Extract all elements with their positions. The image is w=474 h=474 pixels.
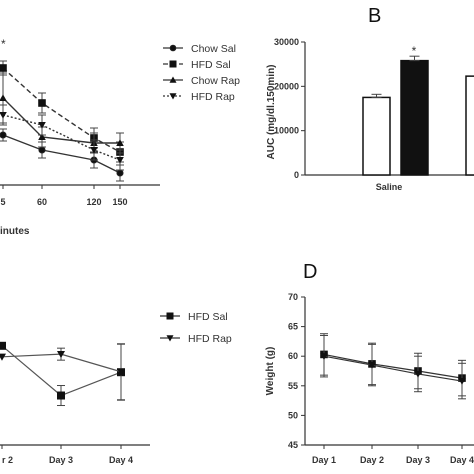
panel-a: * inutes 5 60 120 150 Chow Sal HFD Sal Chow Ra… <box>0 37 240 237</box>
panel-a-series-line <box>2 97 120 144</box>
panel-c-point <box>57 350 65 359</box>
panel-c-legend-entry-label: HFD Rap <box>188 333 232 345</box>
panel-c-point <box>0 341 6 350</box>
panel-c-x-tick-label: Day 4 <box>109 455 133 465</box>
panel-b-error-bar <box>409 55 420 62</box>
panel-b-y-axis-label: AUC (mg/dl.150min) <box>266 64 277 159</box>
panel-a-legend-entry: HFD Sal <box>163 59 231 71</box>
panel-a-point <box>116 169 124 177</box>
panel-b-y-tick-label: 0 <box>294 170 299 180</box>
panel-a-point <box>116 156 124 164</box>
panel-a-x-tick-label: 120 <box>86 197 101 207</box>
panel-b-category-label: Saline <box>376 182 403 192</box>
panel-b-y-tick-label: 20000 <box>274 81 299 91</box>
panel-c-legend-entry: HFD Sal <box>160 311 228 323</box>
panel-b-y-tick-label: 30000 <box>274 37 299 47</box>
panel-d-point <box>320 353 328 360</box>
panel-d-series-line <box>323 353 463 379</box>
panel-a-x-tick-label: 60 <box>37 197 47 207</box>
panel-b: B AUC (mg/dl.150min) Saline * 0 10000 2000… <box>266 5 474 192</box>
panel-a-point <box>0 64 7 72</box>
panel-a-x-tick-label: 150 <box>112 197 127 207</box>
panel-c-x-tick-label: Day 3 <box>49 455 73 465</box>
panel-a-legend-entry-marker <box>169 93 177 100</box>
panel-c-x-tick-label: r 2 <box>2 455 13 465</box>
panel-d-y-tick-label: 45 <box>288 440 298 450</box>
panel-a-legend-entry: Chow Sal <box>163 43 236 55</box>
panel-a-point <box>0 94 7 102</box>
panel-d-point <box>458 378 466 385</box>
panel-a-legend-entry-label: HFD Sal <box>191 59 231 71</box>
panel-a-series-line <box>2 134 121 174</box>
panel-a-legend-entry: Chow Rap <box>163 75 240 87</box>
panel-c-point <box>0 353 6 361</box>
panel-a-x-tick-label: 5 <box>0 197 5 207</box>
panel-b-significance-star: * <box>412 44 417 58</box>
panel-c-legend-entry-marker <box>166 335 174 342</box>
panel-d-y-axis-label: Weight (g) <box>265 347 276 396</box>
panel-a-point <box>38 133 46 141</box>
panel-a-legend-entry-label: Chow Sal <box>191 43 236 55</box>
panel-a-point <box>0 111 7 119</box>
panel-d-point <box>368 362 376 369</box>
panel-d-y-tick-label: 70 <box>288 292 298 302</box>
panel-d-x-tick-label: Day 3 <box>406 455 430 465</box>
panel-d-y-tick-label: 60 <box>288 351 298 361</box>
panel-b-bar <box>362 96 391 176</box>
panel-d-x-tick-label: Day 1 <box>312 455 336 465</box>
panel-a-legend-entry-marker <box>169 60 177 68</box>
panel-c-point <box>117 368 125 376</box>
panel-d-y-tick-label: 50 <box>288 410 298 420</box>
panel-a-series-line <box>2 67 121 153</box>
panel-a-x-axis-label: inutes <box>0 226 30 237</box>
panel-d-series-line <box>323 355 463 382</box>
panel-d-y-tick-label: 55 <box>288 381 298 391</box>
panel-d-letter: D <box>303 261 317 283</box>
panel-c-legend-entry-marker <box>166 312 174 320</box>
panel-a-point <box>90 146 98 154</box>
panel-a-point <box>38 146 46 154</box>
panel-d-point <box>414 370 422 378</box>
panel-a-legend-entry: HFD Rap <box>163 91 235 103</box>
panel-d-x-tick-label: Day 4 <box>450 455 474 465</box>
panel-b-bar <box>465 75 474 176</box>
panel-b-letter: B <box>368 5 381 27</box>
panel-a-point <box>38 99 46 107</box>
panel-c-point <box>57 391 65 400</box>
panel-a-point <box>116 139 124 147</box>
panel-a-legend-entry-marker <box>169 44 177 52</box>
panel-c-legend-entry: HFD Rap <box>160 333 232 345</box>
panel-c: r 2 Day 3 Day 4 HFD Sal HFD Rap <box>0 311 232 465</box>
panel-b-bar <box>400 59 429 176</box>
panel-d: D Weight (g) 45 50 55 60 65 70 Day 1 Day 2 Day 3… <box>265 261 474 465</box>
panel-d-y-tick-label: 65 <box>288 322 298 332</box>
panel-a-series-line <box>2 114 121 161</box>
panel-b-error-bar <box>371 93 382 98</box>
panel-d-x-tick-label: Day 2 <box>360 455 384 465</box>
panel-a-legend-entry-marker <box>169 76 177 83</box>
panel-a-legend-entry-label: HFD Rap <box>191 91 235 103</box>
panel-a-point <box>0 131 7 139</box>
panel-c-legend-entry-label: HFD Sal <box>188 311 228 323</box>
panel-a-significance-star: * <box>1 37 6 51</box>
panel-a-legend-entry-label: Chow Rap <box>191 75 240 87</box>
panel-a-point <box>38 121 46 129</box>
panel-b-y-tick-label: 10000 <box>274 126 299 136</box>
